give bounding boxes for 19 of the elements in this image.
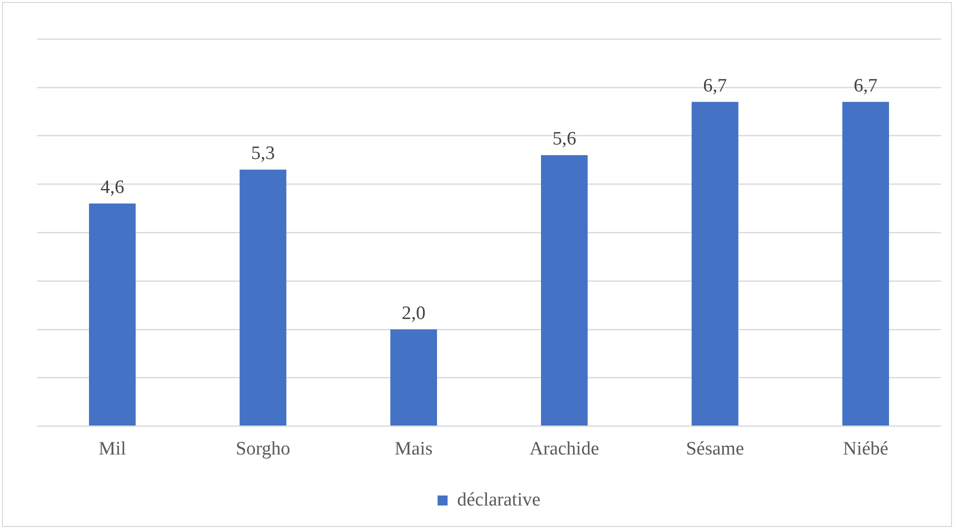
bar <box>88 204 136 426</box>
legend-label: déclarative <box>457 489 540 510</box>
data-label: 6,7 <box>703 75 727 96</box>
bar <box>692 102 738 426</box>
data-label: 4,6 <box>100 177 124 198</box>
data-label: 5,6 <box>552 128 576 150</box>
data-label: 2,0 <box>402 302 426 324</box>
data-label: 6,7 <box>854 75 878 96</box>
bar <box>540 155 588 426</box>
x-tick-label: Arachide <box>530 438 600 460</box>
x-tick-label: Niébé <box>842 438 888 460</box>
x-tick-label: Sésame <box>686 438 744 460</box>
x-tick-label: Mais <box>394 438 433 460</box>
x-tick-label: Mil <box>98 438 126 460</box>
bar <box>842 102 890 426</box>
data-label: 5,3 <box>251 143 275 164</box>
bar <box>240 170 286 426</box>
x-tick-label: Sorgho <box>236 438 290 460</box>
bar <box>390 329 438 426</box>
